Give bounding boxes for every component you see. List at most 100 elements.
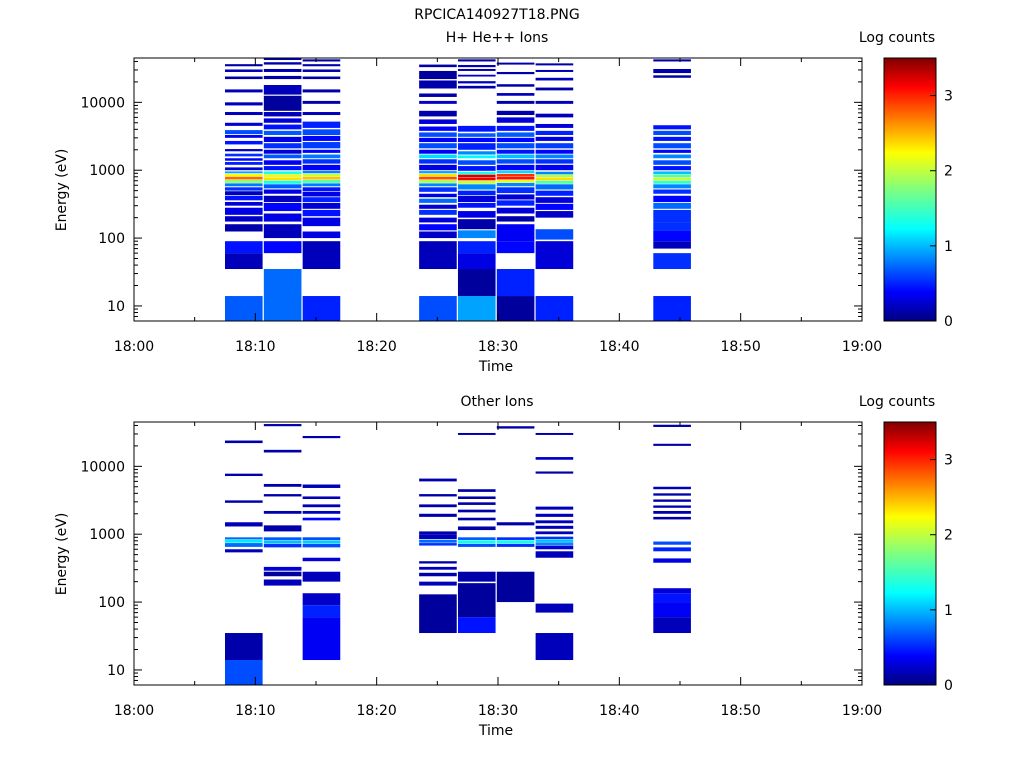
- heatmap-cell: [263, 174, 302, 178]
- heatmap-cell: [653, 617, 691, 634]
- heatmap-cell: [302, 76, 341, 80]
- heatmap-cell: [419, 504, 457, 508]
- heatmap-cell: [302, 173, 341, 177]
- heatmap-cell: [496, 100, 535, 104]
- heatmap-cell: [496, 62, 535, 65]
- heatmap-cell: [302, 296, 341, 321]
- heatmap-cell: [302, 179, 341, 183]
- heatmap-cell: [496, 154, 535, 159]
- y-tick-label: 100: [98, 231, 125, 247]
- heatmap-cell: [653, 68, 691, 74]
- heatmap-cell: [457, 583, 496, 618]
- heatmap-cell: [457, 195, 496, 202]
- heatmap-cell: [535, 180, 574, 184]
- heatmap-cell: [496, 159, 535, 164]
- heatmap-cell: [263, 202, 302, 212]
- heatmap-cell: [225, 187, 263, 191]
- heatmap-cell: [535, 159, 574, 164]
- heatmap-cell: [302, 64, 341, 67]
- heatmap-cell: [302, 435, 341, 439]
- heatmap-cell: [263, 566, 302, 571]
- heatmap-cell: [225, 543, 263, 547]
- heatmap-cell: [263, 537, 302, 541]
- heatmap-cell: [457, 171, 496, 175]
- colorbar-tick-label: 3: [944, 453, 953, 469]
- colorbar-tick-label: 2: [944, 164, 953, 180]
- heatmap-cell: [302, 209, 341, 217]
- heatmap-cell: [653, 202, 691, 209]
- heatmap-cell: [419, 204, 457, 209]
- heatmap-cell: [653, 154, 691, 159]
- heatmap-cell: [496, 426, 535, 429]
- heatmap-cell: [653, 149, 691, 153]
- heatmap-cell: [419, 154, 457, 159]
- heatmap-cell: [653, 296, 691, 321]
- heatmap-cell: [457, 190, 496, 196]
- heatmap-cell: [457, 432, 496, 435]
- heatmap-cell: [653, 493, 691, 496]
- heatmap-cell: [302, 540, 341, 544]
- x-axis: 18:00 18:10 18:20 18:30 18:40 18:50 19:00: [114, 58, 882, 355]
- heatmap-cell: [225, 173, 263, 177]
- heatmap-cell: [302, 59, 341, 62]
- x-tick-label: 19:00: [842, 703, 882, 719]
- heatmap-cell: [653, 547, 691, 552]
- heatmap-cell: [419, 93, 457, 97]
- heatmap-cell: [496, 224, 535, 242]
- heatmap-cell: [225, 158, 263, 161]
- heatmap-cell: [653, 486, 691, 490]
- heatmap-cell: [535, 143, 574, 149]
- heatmap-cell: [225, 549, 263, 553]
- colorbar-ticks: 0 1 2 3: [930, 89, 953, 330]
- colorbar: [883, 57, 937, 322]
- heatmap-cell: [263, 540, 302, 544]
- heatmap-cell: [496, 84, 535, 87]
- heatmap-cell: [535, 296, 574, 321]
- heatmap-cell: [302, 154, 341, 159]
- heatmap-cell: [263, 136, 302, 143]
- heatmap-cell: [535, 77, 574, 81]
- heatmap-cell: [535, 164, 574, 171]
- heatmap-cell: [263, 160, 302, 165]
- heatmap-cell: [653, 602, 691, 618]
- heatmap-cell: [457, 85, 496, 89]
- x-tick-label: 18:30: [478, 339, 518, 355]
- heatmap-cell: [457, 617, 496, 634]
- heatmap-cell: [263, 424, 302, 427]
- heatmap-cell: [653, 177, 691, 181]
- heatmap-cells: [225, 58, 691, 321]
- heatmap-cell: [419, 164, 457, 171]
- x-axis-label: Time: [478, 359, 513, 375]
- x-tick-label: 18:20: [356, 339, 396, 355]
- colorbar-tick-label: 0: [944, 678, 953, 694]
- heatmap-cell: [302, 241, 341, 270]
- heatmap-cell: [496, 125, 535, 131]
- heatmap-cell: [225, 253, 263, 270]
- heatmap-cell: [457, 74, 496, 77]
- x-axis: 18:00 18:10 18:20 18:30 18:40 18:50 19:00: [114, 422, 882, 719]
- y-axis-label: Energy (eV): [54, 149, 70, 232]
- heatmap-cell: [535, 539, 574, 542]
- heatmap-cell: [263, 184, 302, 189]
- heatmap-cell: [535, 113, 574, 118]
- heatmap-cell: [302, 176, 341, 180]
- heatmap-cell: [419, 137, 457, 143]
- heatmap-cell: [457, 540, 496, 544]
- x-tick-label: 18:50: [720, 339, 760, 355]
- heatmap-cell: [653, 424, 691, 427]
- heatmap-cell: [225, 89, 263, 93]
- heatmap-cell: [225, 207, 263, 215]
- heatmap-cell: [225, 633, 263, 661]
- heatmap-cell: [302, 537, 341, 541]
- heatmap-cell: [419, 231, 457, 239]
- heatmap-cell: [263, 579, 302, 586]
- colorbar-tick-label: 2: [944, 528, 953, 544]
- heatmap-cell: [496, 117, 535, 123]
- x-axis-label: Time: [478, 723, 513, 739]
- heatmap-cell: [225, 202, 263, 206]
- heatmap-cell: [302, 605, 341, 618]
- heatmap-cell: [419, 224, 457, 231]
- heatmap-cell: [263, 118, 302, 123]
- heatmap-cell: [496, 71, 535, 75]
- heatmap-cell: [653, 253, 691, 270]
